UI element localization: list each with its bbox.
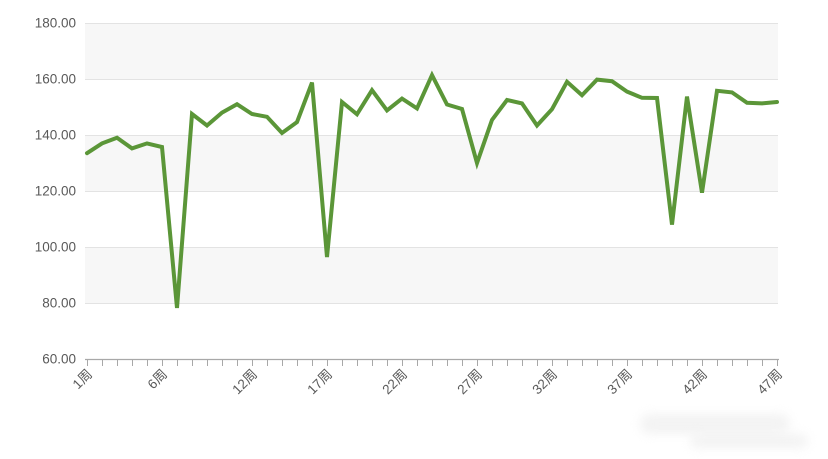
y-axis-label: 120.00 <box>35 184 76 199</box>
y-axis-label: 180.00 <box>35 16 76 31</box>
x-axis-label: 27周 <box>454 367 485 398</box>
series-line <box>85 70 779 309</box>
x-axis-label: 37周 <box>604 367 635 398</box>
x-axis-label: 1周 <box>70 367 95 392</box>
x-axis-label: 32周 <box>529 367 560 398</box>
y-axis-label: 100.00 <box>35 240 76 255</box>
plot-band <box>85 247 778 303</box>
y-axis-label: 140.00 <box>35 128 76 143</box>
y-axis-label: 60.00 <box>42 352 76 367</box>
watermark-smudge <box>640 414 790 434</box>
y-axis-label: 80.00 <box>42 296 76 311</box>
x-axis-label: 17周 <box>304 367 335 398</box>
y-axis-label: 160.00 <box>35 72 76 87</box>
x-axis-label: 47周 <box>754 367 785 398</box>
x-axis-label: 6周 <box>145 367 170 392</box>
watermark-smudge <box>690 434 808 448</box>
x-axis-label: 22周 <box>379 367 410 398</box>
plot-band <box>85 23 778 79</box>
x-axis-label: 42周 <box>679 367 710 398</box>
x-axis-label: 12周 <box>229 367 260 398</box>
